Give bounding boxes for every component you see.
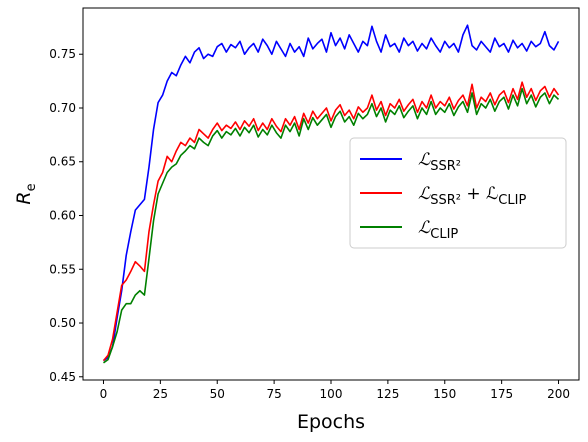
x-tick-label: 75 — [266, 387, 281, 401]
legend-clip-sub: CLIP — [430, 227, 458, 242]
series-line-clip — [103, 87, 560, 364]
y-tick-label: 0.55 — [49, 262, 76, 276]
series-layer — [102, 24, 560, 364]
x-tick-label: 25 — [153, 387, 168, 401]
x-tick-label: 200 — [547, 387, 570, 401]
legend-label-ssr2-clip: ℒSSR² + ℒCLIP — [418, 184, 526, 208]
x-tick-label: 0 — [100, 387, 108, 401]
x-tick-label: 150 — [433, 387, 456, 401]
legend-ssr2-clip-plus: + ℒ — [461, 184, 498, 204]
y-axis-title-sub: e — [24, 183, 39, 191]
x-tick-label: 125 — [376, 387, 399, 401]
x-tick-label: 50 — [210, 387, 225, 401]
y-axis-ticks: 0.45 0.50 0.55 0.60 0.65 0.70 0.75 — [49, 47, 83, 384]
legend-ssr2-clip-main: ℒ — [418, 184, 431, 204]
legend-box — [349, 137, 567, 249]
y-tick-label: 0.65 — [49, 155, 76, 169]
y-tick-label: 0.50 — [49, 316, 76, 330]
legend-ssr2-clip-sub: SSR² — [430, 193, 461, 208]
y-tick-label: 0.45 — [49, 370, 76, 384]
x-tick-label: 100 — [320, 387, 343, 401]
legend-label-clip: ℒCLIP — [418, 218, 458, 242]
y-tick-label: 0.60 — [49, 209, 76, 223]
legend-clip-main: ℒ — [418, 218, 431, 238]
legend-ssr2-sub: SSR² — [430, 159, 461, 174]
x-tick-label: 175 — [490, 387, 513, 401]
series-line-ssr2_clip — [102, 81, 560, 362]
series-line-ssr2 — [103, 24, 560, 362]
y-axis-title-main: R — [13, 191, 35, 204]
legend: ℒSSR² ℒSSR² + ℒCLIP ℒCLIP — [349, 137, 567, 249]
y-tick-label: 0.70 — [49, 101, 76, 115]
y-axis-title: Re — [13, 183, 39, 204]
x-axis-ticks: 0 25 50 75 100 125 150 175 200 — [100, 380, 570, 401]
y-tick-label: 0.75 — [49, 47, 76, 61]
legend-label-ssr2: ℒSSR² — [418, 150, 461, 174]
legend-ssr2-main: ℒ — [418, 150, 431, 170]
x-axis-title: Epochs — [297, 411, 365, 433]
legend-ssr2-clip-sub2: CLIP — [498, 193, 526, 208]
